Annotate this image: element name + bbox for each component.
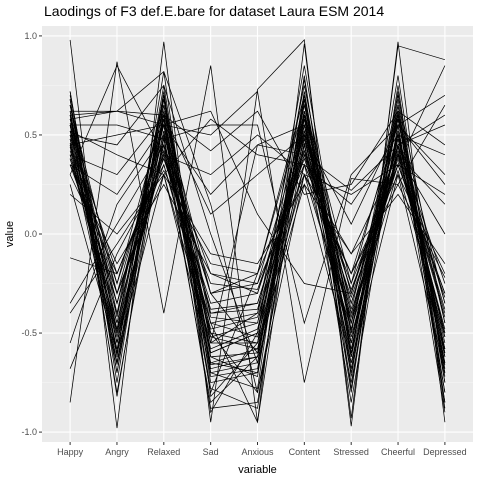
y-tick-label: 0.0 [24, 229, 37, 239]
series-line [69, 163, 446, 344]
series-line [70, 94, 446, 325]
x-tick-label: Relaxed [147, 447, 180, 457]
series-line [69, 114, 446, 225]
x-tick-label: Cheerful [381, 447, 415, 457]
y-axis-title: value [4, 221, 16, 247]
y-tick-label: 1.0 [24, 31, 37, 41]
series-line [69, 85, 446, 374]
x-tick-label: Angry [105, 447, 129, 457]
y-tick-label: -0.5 [21, 328, 37, 338]
y-tick-label: -1.0 [21, 427, 37, 437]
series-line [69, 138, 446, 366]
x-tick-label: Happy [57, 447, 84, 457]
x-axis: Happy Angry Relaxed Sad Anxious Content Stress… [57, 442, 467, 457]
series-line [69, 130, 446, 299]
x-tick-label: Depressed [423, 447, 467, 457]
x-axis-title: variable [238, 464, 277, 476]
x-tick-label: Content [289, 447, 321, 457]
series-line [69, 115, 446, 357]
series-line [69, 91, 446, 409]
x-tick-label: Anxious [241, 447, 274, 457]
series-lines [69, 39, 446, 429]
x-tick-label: Sad [203, 447, 219, 457]
y-tick-label: 0.5 [24, 130, 37, 140]
x-tick-label: Stressed [333, 447, 369, 457]
series-line [70, 110, 446, 195]
y-axis: -1.0 -0.5 0.0 0.5 1.0 [21, 31, 42, 437]
series-line [69, 130, 446, 354]
series-line [69, 99, 446, 324]
chart-title: Laodings of F3 def.E.bare for dataset La… [44, 3, 384, 19]
